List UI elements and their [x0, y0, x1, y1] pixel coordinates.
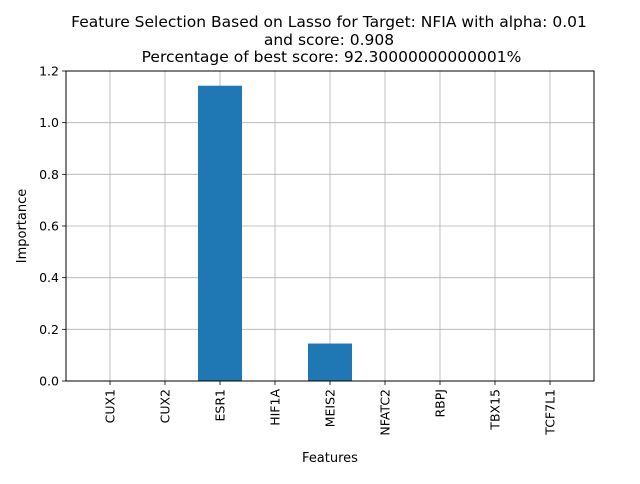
x-tick-label: MEIS2	[323, 389, 338, 427]
y-axis-label: Importance	[15, 189, 30, 264]
bar-esr1	[198, 85, 242, 381]
y-tick-label: 0.6	[39, 219, 59, 234]
x-axis-ticks: CUX1 CUX2 ESR1 HIF1A MEIS2 NFATC2 RBPJ TBX15 TCF…	[103, 381, 558, 436]
y-tick-label: 0.0	[39, 374, 59, 389]
x-tick-label: ESR1	[213, 389, 228, 421]
x-tick-label: RBPJ	[433, 389, 448, 418]
y-axis-ticks: 0.0 0.2 0.4 0.6 0.8 1.0 1.2	[39, 64, 66, 389]
y-tick-label: 0.8	[39, 167, 59, 182]
x-tick-label: TBX15	[488, 389, 503, 431]
x-tick-label: HIF1A	[268, 389, 283, 426]
y-tick-label: 1.2	[39, 64, 59, 79]
y-tick-label: 0.2	[39, 322, 59, 337]
x-tick-label: NFATC2	[378, 389, 393, 436]
x-tick-label: CUX2	[158, 389, 173, 423]
bar-layer	[198, 85, 352, 381]
grid-layer	[66, 70, 594, 382]
x-tick-label: CUX1	[103, 389, 118, 423]
chart-title-line-2: and score: 0.908	[264, 31, 394, 49]
y-tick-label: 0.4	[39, 270, 59, 285]
bar-meis2	[308, 343, 352, 381]
chart-title-line-1: Feature Selection Based on Lasso for Tar…	[71, 13, 587, 31]
x-axis-label: Features	[302, 451, 358, 466]
y-tick-label: 1.0	[39, 115, 59, 130]
x-tick-label: TCF7L1	[543, 389, 558, 436]
chart-title-line-3: Percentage of best score: 92.30000000000…	[137, 48, 522, 66]
